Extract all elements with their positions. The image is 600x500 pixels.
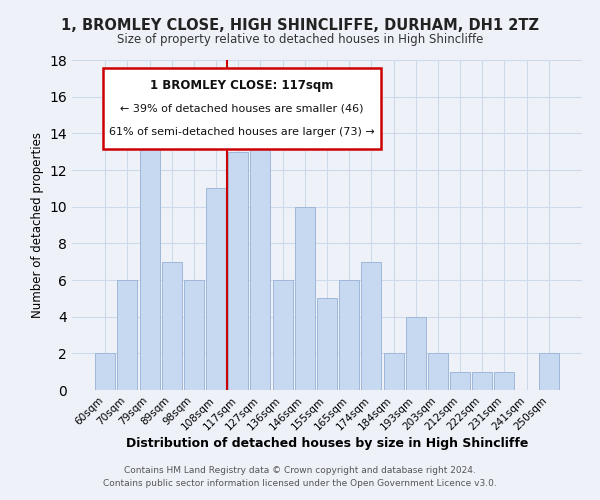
Bar: [361, 262, 382, 390]
Bar: [317, 298, 337, 390]
Bar: [184, 280, 204, 390]
Bar: [428, 354, 448, 390]
Bar: [472, 372, 492, 390]
Bar: [339, 280, 359, 390]
Bar: [206, 188, 226, 390]
Text: Size of property relative to detached houses in High Shincliffe: Size of property relative to detached ho…: [117, 32, 483, 46]
Text: 61% of semi-detached houses are larger (73) →: 61% of semi-detached houses are larger (…: [109, 127, 374, 137]
Bar: [140, 115, 160, 390]
Bar: [406, 316, 426, 390]
Bar: [295, 206, 315, 390]
Bar: [450, 372, 470, 390]
X-axis label: Distribution of detached houses by size in High Shincliffe: Distribution of detached houses by size …: [126, 438, 528, 450]
Y-axis label: Number of detached properties: Number of detached properties: [31, 132, 44, 318]
Text: 1, BROMLEY CLOSE, HIGH SHINCLIFFE, DURHAM, DH1 2TZ: 1, BROMLEY CLOSE, HIGH SHINCLIFFE, DURHA…: [61, 18, 539, 32]
Bar: [118, 280, 137, 390]
Bar: [494, 372, 514, 390]
Bar: [228, 152, 248, 390]
Text: 1 BROMLEY CLOSE: 117sqm: 1 BROMLEY CLOSE: 117sqm: [150, 79, 333, 92]
Bar: [383, 354, 404, 390]
Bar: [272, 280, 293, 390]
Bar: [250, 134, 271, 390]
Text: Contains HM Land Registry data © Crown copyright and database right 2024.
Contai: Contains HM Land Registry data © Crown c…: [103, 466, 497, 487]
Bar: [95, 354, 115, 390]
FancyBboxPatch shape: [103, 68, 380, 149]
Text: ← 39% of detached houses are smaller (46): ← 39% of detached houses are smaller (46…: [120, 104, 364, 114]
Bar: [162, 262, 182, 390]
Bar: [539, 354, 559, 390]
